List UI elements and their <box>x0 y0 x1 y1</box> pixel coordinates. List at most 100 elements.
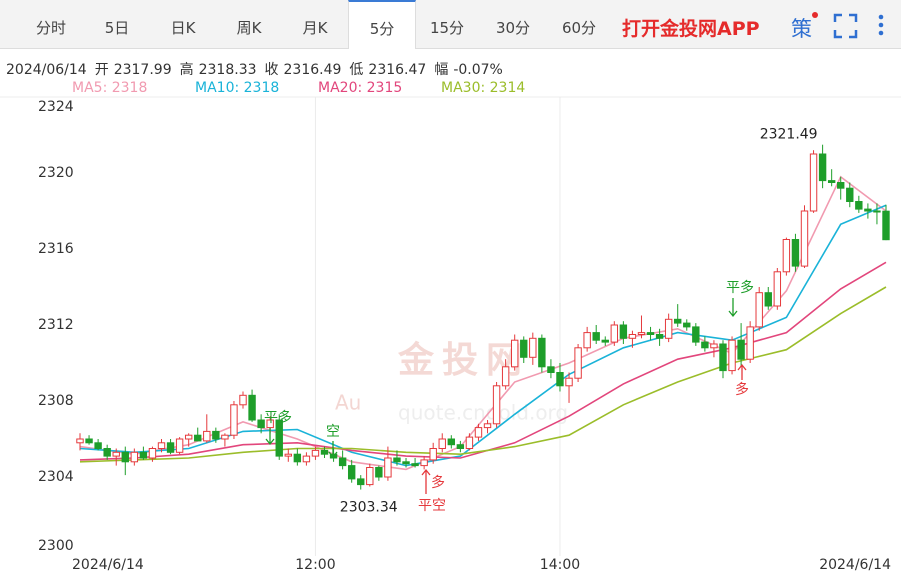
tab[interactable]: 5分 <box>348 0 416 49</box>
x-tick-label: 14:00 <box>540 557 580 573</box>
info-low-label: 低 <box>349 62 364 78</box>
candle-body <box>302 455 311 463</box>
y-tick-label: 2300 <box>38 538 74 554</box>
y-tick-label: 2308 <box>38 393 74 409</box>
candle-body <box>719 343 727 372</box>
candle-body <box>701 341 709 349</box>
app-link[interactable]: 打开金投网APP <box>622 18 760 40</box>
signal-label: 多 <box>735 381 749 398</box>
legend-entry: MA30: 2314 <box>441 80 526 96</box>
candle-body <box>501 366 510 387</box>
candle-body <box>357 478 365 486</box>
candle-body <box>574 347 582 379</box>
candle-body <box>864 208 872 212</box>
min-label: 2303.34 <box>340 500 398 516</box>
signal-arrow <box>728 298 738 318</box>
candle-body <box>556 372 564 387</box>
candle-body <box>194 434 202 442</box>
y-tick-label: 2304 <box>38 469 74 485</box>
signal-arrow <box>421 468 431 494</box>
fullscreen-icon[interactable] <box>833 13 858 39</box>
candle-body <box>755 292 763 328</box>
signal-arrow <box>328 441 338 459</box>
signal-label: 空 <box>326 424 340 440</box>
candle-body <box>737 339 745 360</box>
signal-label: 平多 <box>264 409 292 426</box>
candle-body <box>827 180 836 184</box>
x-tick-label: 2024/6/14 <box>72 557 144 573</box>
candle-body <box>674 318 682 324</box>
candle-body <box>664 318 673 339</box>
candle-body <box>520 339 528 358</box>
candle-body <box>728 339 736 372</box>
tab[interactable]: 60分 <box>561 19 597 37</box>
candle-body <box>800 210 809 267</box>
ma-line <box>79 175 887 471</box>
signal-label: 多 <box>431 474 445 491</box>
candle-body <box>456 444 465 450</box>
tab-bar: 打开金投网APP 策 分时 5日 日K 周K 月K 5分 15分 30分 60分 <box>0 0 901 49</box>
tab[interactable]: 日K <box>170 19 196 37</box>
tab[interactable]: 月K <box>302 19 328 37</box>
candle-body <box>411 463 419 467</box>
tab[interactable]: 30分 <box>495 19 531 37</box>
ma-line <box>79 204 887 467</box>
candle-body <box>366 467 374 486</box>
candle-body <box>420 459 428 467</box>
quote-info: 2024/06/14 开 2317.99 高 2318.33 收 2316.49 低 2316.… <box>6 59 511 79</box>
candle-body <box>592 332 600 341</box>
candle-body <box>157 442 166 449</box>
candle-body <box>275 419 283 457</box>
info-date: 2024/06/14 <box>6 62 87 78</box>
candle-body <box>818 153 827 182</box>
candle-body <box>474 427 483 438</box>
info-open: 2317.99 <box>113 62 172 78</box>
candle-body <box>112 451 120 457</box>
y-tick-label: 2312 <box>38 317 74 333</box>
candle-body <box>782 239 791 273</box>
candle-body <box>221 434 229 440</box>
badge <box>812 12 818 18</box>
tab[interactable]: 分时 <box>35 19 66 37</box>
candle-body <box>311 449 320 457</box>
y-tick-label: 2324 <box>38 99 74 115</box>
tab[interactable]: 15分 <box>429 19 465 37</box>
candle-body <box>683 322 691 328</box>
candle-body <box>203 430 211 442</box>
candle-body <box>637 332 646 336</box>
candle-body <box>483 423 492 429</box>
candle-body <box>347 465 356 480</box>
info-open-label: 开 <box>94 62 109 78</box>
candle-body <box>121 451 129 463</box>
info-high: 2318.33 <box>198 62 257 78</box>
candle-body <box>628 334 637 339</box>
signal-arrow <box>265 428 275 446</box>
x-tick-label: 2024/6/14 <box>819 557 891 573</box>
candle-body <box>85 438 93 444</box>
candle-body <box>610 324 619 343</box>
candle-body <box>148 448 157 459</box>
candle-body <box>492 385 501 425</box>
legend-entry: MA5: 2318 <box>72 80 148 96</box>
candle-body <box>384 457 392 478</box>
candle-body <box>266 419 274 429</box>
candle-body <box>293 453 302 463</box>
toolbar-icons <box>833 13 884 39</box>
strategy-icon[interactable]: 策 <box>791 17 812 41</box>
info-close-label: 收 <box>264 62 279 78</box>
tab[interactable]: 周K <box>236 19 262 37</box>
candle-body <box>764 292 772 307</box>
watermark-url: quote.cngold.org <box>398 401 568 425</box>
candle-body <box>465 436 474 450</box>
candle-body <box>230 404 238 436</box>
candle-body <box>510 339 519 368</box>
info-change: -0.07% <box>453 62 503 78</box>
menu-icon[interactable] <box>878 14 884 36</box>
signal-arrow <box>737 363 747 380</box>
candle-body <box>565 377 573 387</box>
max-label: 2321.49 <box>760 127 818 143</box>
candle-body <box>791 239 800 267</box>
tab[interactable]: 5日 <box>104 19 130 37</box>
